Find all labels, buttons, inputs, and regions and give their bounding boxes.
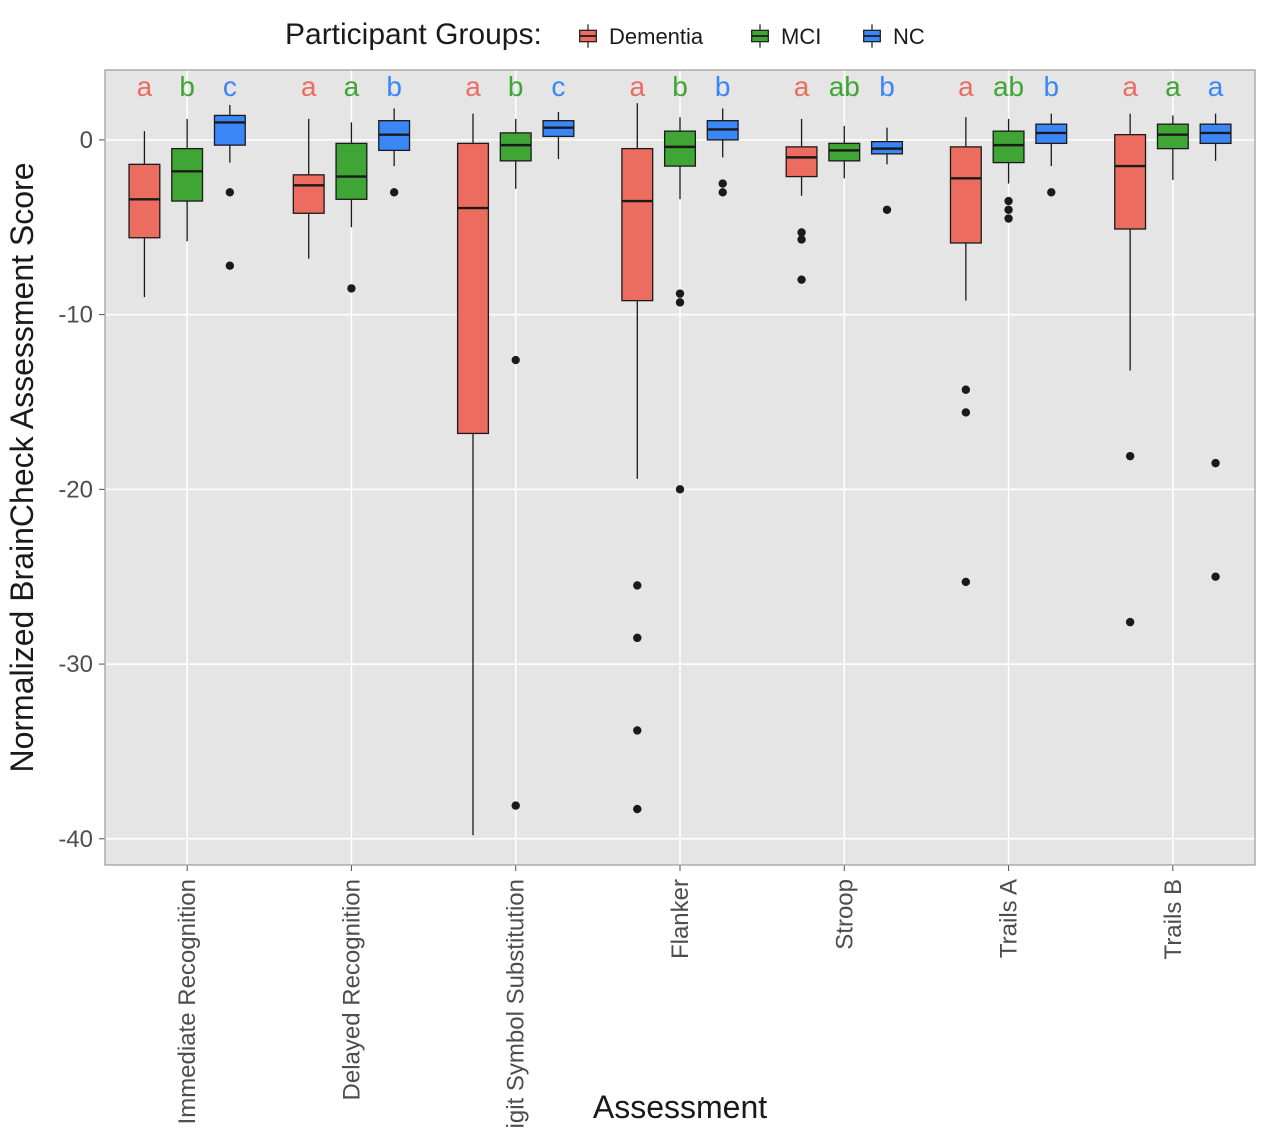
legend-item-label: MCI [781, 24, 821, 49]
outlier-point [1211, 459, 1219, 467]
legend-item-label: NC [893, 24, 925, 49]
outlier-point [633, 805, 641, 813]
outlier-point [512, 801, 520, 809]
legend-item-label: Dementia [609, 24, 704, 49]
y-tick-label: -10 [58, 302, 93, 329]
y-tick-label: -40 [58, 826, 93, 853]
x-axis-title: Assessment [593, 1089, 767, 1125]
outlier-point [347, 284, 355, 292]
outlier-point [226, 188, 234, 196]
box-mci [500, 133, 531, 161]
chart-svg: -40 -30 -20 -10 0 Immediate Recognition Delaye… [0, 0, 1280, 1129]
outlier-point [676, 289, 684, 297]
legend: Participant Groups: Dementia MCI NC [285, 18, 925, 51]
outlier-point [1004, 206, 1012, 214]
legend-title: Participant Groups: [285, 18, 542, 51]
y-axis-title: Normalized BrainCheck Assessment Score [4, 162, 40, 772]
box-mci [829, 143, 860, 160]
significance-letter: a [1208, 71, 1224, 102]
significance-letter: ab [829, 71, 860, 102]
significance-letter: a [1122, 71, 1138, 102]
outlier-point [633, 634, 641, 642]
outlier-point [1126, 452, 1134, 460]
outlier-point [512, 356, 520, 364]
significance-letter: a [137, 71, 153, 102]
box-dementia [950, 147, 981, 243]
box-mci [993, 131, 1024, 162]
outlier-point [719, 188, 727, 196]
box-dementia [458, 143, 489, 433]
significance-letter: a [794, 71, 810, 102]
significance-letter: c [223, 71, 237, 102]
boxplot-chart: -40 -30 -20 -10 0 Immediate Recognition Delaye… [0, 0, 1280, 1129]
x-tick-label: Stroop [831, 879, 858, 950]
box-dementia [129, 164, 160, 237]
significance-letter: a [1165, 71, 1181, 102]
outlier-point [1047, 188, 1055, 196]
x-tick-label: Trails A [996, 879, 1023, 958]
box-dementia [622, 149, 653, 301]
outlier-point [633, 581, 641, 589]
outlier-point [1211, 573, 1219, 581]
box-dementia [1115, 135, 1146, 229]
y-tick-label: -30 [58, 651, 93, 678]
significance-letter: b [386, 71, 402, 102]
box-mci [665, 131, 696, 166]
box-dementia [293, 175, 324, 213]
significance-letter: b [1043, 71, 1059, 102]
outlier-point [883, 206, 891, 214]
outlier-point [797, 228, 805, 236]
box-mci [336, 143, 367, 199]
box-dementia [786, 147, 817, 177]
outlier-point [633, 726, 641, 734]
significance-letter: a [301, 71, 317, 102]
significance-letter: a [465, 71, 481, 102]
significance-letter: b [179, 71, 195, 102]
box-nc [214, 115, 245, 145]
outlier-point [962, 578, 970, 586]
outlier-point [719, 179, 727, 187]
significance-letter: a [629, 71, 645, 102]
significance-letter: b [672, 71, 688, 102]
outlier-point [962, 408, 970, 416]
outlier-point [1126, 618, 1134, 626]
outlier-point [226, 261, 234, 269]
outlier-point [390, 188, 398, 196]
significance-letter: a [344, 71, 360, 102]
y-tick-label: 0 [80, 127, 93, 154]
box-mci [172, 149, 203, 201]
significance-letter: c [551, 71, 565, 102]
x-tick-label: Trails B [1160, 879, 1187, 959]
significance-letter: b [879, 71, 895, 102]
x-tick-label: Immediate Recognition [174, 879, 201, 1124]
significance-letter: ab [993, 71, 1024, 102]
significance-letter: a [958, 71, 974, 102]
outlier-point [797, 275, 805, 283]
outlier-point [676, 298, 684, 306]
outlier-point [676, 485, 684, 493]
box-mci [1157, 124, 1188, 148]
outlier-point [1004, 197, 1012, 205]
outlier-point [1004, 214, 1012, 222]
x-tick-label: Delayed Recognition [338, 879, 365, 1100]
significance-letter: b [715, 71, 731, 102]
x-tick-label: Flanker [667, 879, 694, 959]
x-tick-label: Digit Symbol Substitution [503, 879, 530, 1129]
y-tick-label: -20 [58, 476, 93, 503]
significance-letter: b [508, 71, 524, 102]
outlier-point [962, 386, 970, 394]
